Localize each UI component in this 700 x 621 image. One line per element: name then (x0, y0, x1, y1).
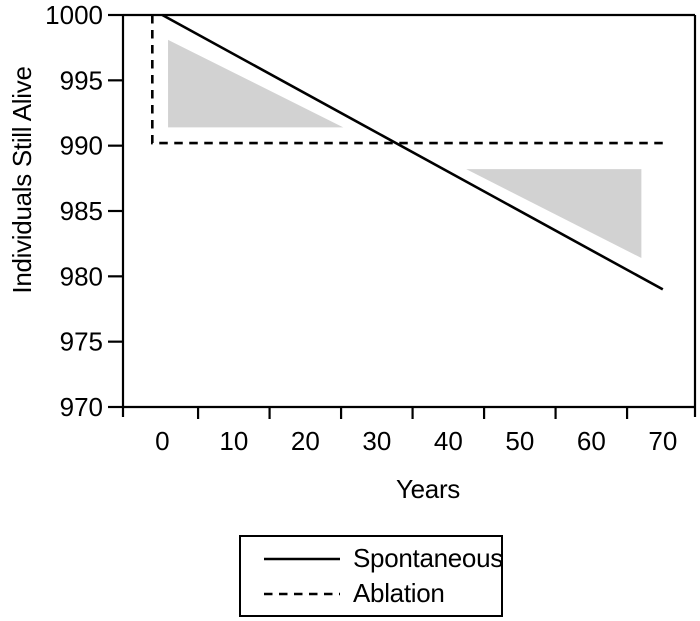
ablation-line (151, 15, 665, 145)
x-axis-ticks: 0 10 20 30 40 50 60 70 (155, 407, 677, 456)
early-harm-triangle (168, 39, 344, 128)
y-tick-label: 985 (60, 196, 103, 226)
y-tick-label: 970 (60, 392, 103, 422)
legend-label-ablation: Ablation (353, 578, 445, 608)
y-tick-label: 990 (60, 131, 103, 161)
legend-row-spontaneous: Spontaneous (241, 541, 503, 576)
x-axis-title: Years (395, 474, 461, 504)
y-tick-label: 995 (60, 65, 103, 95)
dashed-line-swatch-icon (264, 592, 340, 595)
spontaneous-line (161, 13, 664, 291)
plot-area: 970 975 980 985 990 995 1000 0 10 20 30 40 50 60 70 (45, 0, 697, 456)
x-tick-label: 70 (648, 426, 677, 456)
y-axis-title: Individuals Still Alive (7, 66, 37, 294)
legend-row-ablation: Ablation (241, 576, 501, 611)
x-tick-label: 0 (155, 426, 169, 456)
x-tick-label: 50 (505, 426, 534, 456)
late-benefit-triangle (466, 169, 642, 259)
x-tick-label: 40 (434, 426, 463, 456)
shaded-regions (168, 39, 642, 259)
x-tick-label: 20 (291, 426, 320, 456)
y-tick-label: 1000 (45, 0, 103, 30)
legend-label-spontaneous: Spontaneous (353, 543, 503, 573)
y-tick-label: 980 (60, 261, 103, 291)
x-tick-label: 30 (362, 426, 391, 456)
solid-line-swatch-icon (264, 557, 340, 560)
x-tick-label: 10 (219, 426, 248, 456)
y-axis-ticks: 970 975 980 985 990 995 1000 (45, 0, 123, 422)
legend-box: Spontaneous Ablation (239, 535, 503, 617)
series-lines (151, 13, 665, 291)
axes-frame (121, 13, 697, 417)
x-tick-label: 60 (577, 426, 606, 456)
y-tick-label: 975 (60, 327, 103, 357)
